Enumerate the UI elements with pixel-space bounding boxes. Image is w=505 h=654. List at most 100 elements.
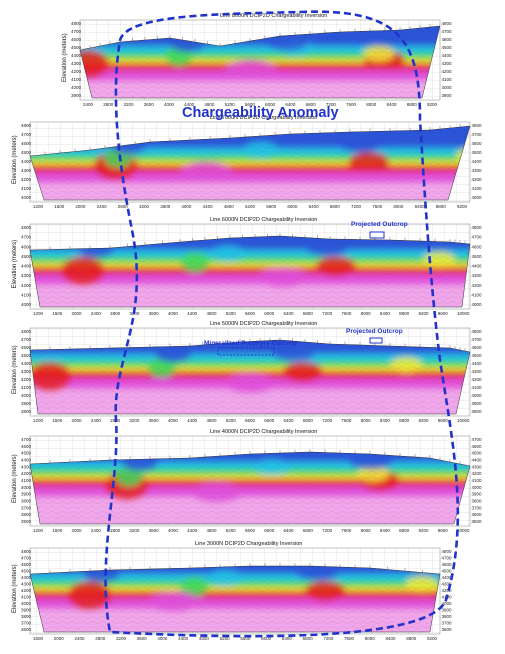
x-tick-label: 5600 (240, 636, 251, 641)
y-tick-label: 4800 (442, 21, 453, 26)
y-tick-label: 4000 (472, 195, 483, 200)
y-tick-label: 4600 (472, 345, 483, 350)
x-tick-label: 6000 (265, 102, 276, 107)
x-tick-label: 2800 (103, 102, 114, 107)
chargeability-anomaly-label: Chargeability Anomaly (182, 105, 339, 121)
x-tick-label: 8800 (399, 311, 410, 316)
x-tick-label: 4000 (168, 311, 179, 316)
y-tick-label: 4700 (21, 556, 32, 561)
y-tick-label: 4800 (21, 123, 32, 128)
x-tick-label: 9200 (427, 636, 438, 641)
x-tick-label: 9200 (418, 311, 429, 316)
x-tick-label: 4400 (184, 102, 195, 107)
y-tick-label: 4700 (472, 437, 483, 442)
section-ylabel: Elevation (meters) (12, 454, 18, 503)
y-tick-label: 3600 (21, 627, 32, 632)
section-title: Line 7000N DCIP2D Chargeability Inversio… (210, 115, 317, 121)
x-tick-label: 2400 (74, 636, 85, 641)
x-tick-label: 9200 (418, 528, 429, 533)
x-tick-label: 8400 (387, 102, 398, 107)
x-tick-label: 4000 (181, 204, 192, 209)
x-tick-label: 3600 (137, 636, 148, 641)
y-tick-label: 4400 (472, 159, 483, 164)
x-tick-label: 3600 (149, 418, 160, 423)
x-tick-label: 8800 (406, 636, 417, 641)
y-tick-label: 4300 (442, 61, 453, 66)
y-tick-label: 4400 (21, 458, 32, 463)
y-tick-label: 4100 (21, 595, 32, 600)
x-tick-label: 3600 (160, 204, 171, 209)
x-tick-label: 10000 (457, 528, 470, 533)
y-tick-label: 4500 (442, 45, 453, 50)
x-tick-label: 8000 (393, 204, 404, 209)
x-tick-label: 7200 (351, 204, 362, 209)
y-tick-label: 3700 (21, 505, 32, 510)
x-tick-label: 5600 (245, 528, 256, 533)
y-tick-label: 4000 (21, 485, 32, 490)
y-tick-label: 4700 (472, 337, 483, 342)
x-tick-label: 7600 (346, 102, 357, 107)
y-tick-label: 4100 (472, 292, 483, 297)
x-tick-label: 2400 (91, 311, 102, 316)
y-tick-label: 4500 (21, 254, 32, 259)
x-tick-label: 2400 (91, 418, 102, 423)
y-tick-label: 4000 (71, 85, 82, 90)
y-tick-label: 4700 (71, 29, 82, 34)
x-tick-label: 2800 (110, 528, 121, 533)
x-tick-label: 1200 (33, 528, 44, 533)
x-tick-label: 5200 (245, 204, 256, 209)
y-tick-label: 3600 (442, 627, 453, 632)
x-tick-label: 5200 (226, 311, 237, 316)
y-tick-label: 4300 (472, 369, 483, 374)
x-tick-label: 6400 (284, 528, 295, 533)
y-tick-label: 3800 (21, 614, 32, 619)
x-tick-label: 4800 (204, 102, 215, 107)
x-tick-label: 4400 (187, 528, 198, 533)
x-tick-label: 1600 (52, 528, 63, 533)
y-tick-label: 4400 (442, 53, 453, 58)
y-tick-label: 4600 (472, 244, 483, 249)
x-tick-label: 8000 (365, 636, 376, 641)
x-tick-label: 4000 (157, 636, 168, 641)
y-tick-label: 3900 (21, 401, 32, 406)
x-tick-label: 4800 (206, 418, 217, 423)
y-tick-label: 4000 (21, 393, 32, 398)
chargeability-model (30, 566, 440, 632)
y-tick-label: 4100 (21, 478, 32, 483)
x-tick-label: 4400 (187, 418, 198, 423)
section-ylabel: Elevation (meters) (62, 33, 68, 82)
y-tick-label: 4500 (21, 150, 32, 155)
porphyry-outcrop-box (217, 347, 275, 356)
y-tick-label: 4500 (21, 569, 32, 574)
x-tick-label: 9600 (438, 418, 449, 423)
y-tick-label: 4700 (21, 437, 32, 442)
section-panel: Line 5000N DCIP2D Chargeability Inversio… (12, 321, 482, 423)
x-tick-label: 2000 (72, 528, 83, 533)
y-tick-label: 4800 (472, 225, 483, 230)
y-tick-label: 4800 (442, 549, 453, 554)
y-tick-label: 4500 (442, 569, 453, 574)
y-tick-label: 3600 (21, 512, 32, 517)
y-tick-label: 4200 (472, 283, 483, 288)
x-tick-label: 2800 (95, 636, 106, 641)
y-tick-label: 4000 (442, 601, 453, 606)
x-tick-label: 2000 (72, 311, 83, 316)
y-tick-label: 4800 (21, 329, 32, 334)
x-tick-label: 8000 (366, 102, 377, 107)
x-tick-label: 5200 (226, 418, 237, 423)
y-tick-label: 4700 (21, 235, 32, 240)
x-tick-label: 6400 (285, 102, 296, 107)
y-tick-label: 4300 (21, 273, 32, 278)
x-tick-label: 1200 (33, 204, 44, 209)
x-tick-label: 3600 (149, 528, 160, 533)
y-tick-label: 4300 (472, 273, 483, 278)
x-tick-label: 5600 (245, 311, 256, 316)
x-tick-label: 7600 (372, 204, 383, 209)
x-tick-label: 5600 (245, 102, 256, 107)
section-ylabel: Elevation (meters) (12, 135, 18, 184)
y-tick-label: 4800 (472, 123, 483, 128)
section-panel: Line 6000N DCIP2D Chargeability Inversio… (12, 217, 482, 316)
x-tick-label: 5600 (245, 418, 256, 423)
y-tick-label: 4000 (21, 302, 32, 307)
x-tick-label: 4000 (168, 528, 179, 533)
